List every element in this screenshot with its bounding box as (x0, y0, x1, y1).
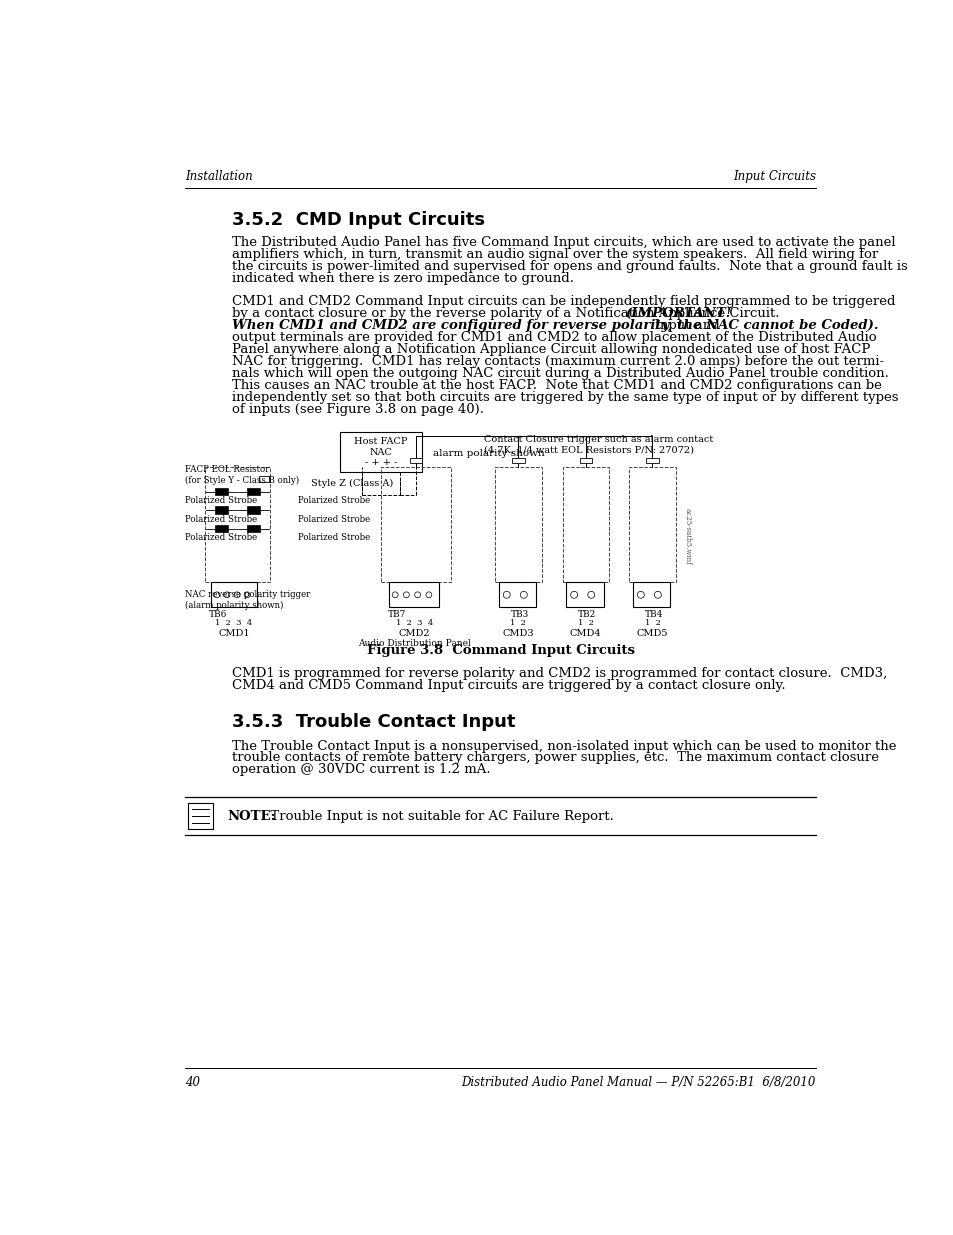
Text: FACP EOL Resistor
(for Style Y - Class B only): FACP EOL Resistor (for Style Y - Class B… (185, 466, 299, 485)
Bar (381, 467, 451, 583)
Text: Panel anywhere along a Notification Appliance Circuit allowing nondedicated use : Panel anywhere along a Notification Appl… (232, 343, 869, 356)
Text: Trouble Input is not suitable for AC Failure Report.: Trouble Input is not suitable for AC Fai… (261, 810, 613, 823)
Text: TB7: TB7 (387, 610, 405, 619)
Text: TB6: TB6 (209, 610, 227, 619)
Text: 1  2  3  4: 1 2 3 4 (395, 619, 433, 626)
Bar (188, 803, 213, 829)
Text: CMD5: CMD5 (636, 629, 667, 637)
Text: Distributed Audio Panel Manual — P/N 52265:B1  6/8/2010: Distributed Audio Panel Manual — P/N 522… (461, 1076, 815, 1089)
Text: The Distributed Audio Panel has five Command Input circuits, which are used to a: The Distributed Audio Panel has five Com… (232, 236, 894, 249)
Bar (410, 458, 422, 463)
Text: by a contact closure or by the reverse polarity of a Notification Appliance Circ: by a contact closure or by the reverse p… (232, 308, 787, 320)
Bar (204, 467, 270, 583)
Bar (215, 488, 228, 495)
Bar (247, 525, 259, 532)
Text: Polarized Strobe: Polarized Strobe (297, 515, 370, 524)
Text: Polarized Strobe: Polarized Strobe (185, 534, 257, 542)
Text: alarm polarity shown: alarm polarity shown (433, 450, 544, 458)
Bar (247, 506, 259, 514)
Text: indicated when there is zero impedance to ground.: indicated when there is zero impedance t… (232, 272, 573, 285)
Bar (340, 432, 421, 472)
Text: Contact Closure trigger such as alarm contact
(4.7K, 1/4 watt EOL Resistors P/N:: Contact Closure trigger such as alarm co… (483, 435, 712, 454)
Bar (566, 583, 603, 608)
Text: output terminals are provided for CMD1 and CMD2 to allow placement of the Distri: output terminals are provided for CMD1 a… (232, 331, 876, 345)
Text: NAC for triggering.  CMD1 has relay contacts (maximum current 2.0 amps) before t: NAC for triggering. CMD1 has relay conta… (232, 354, 882, 368)
Text: 3.5.2  CMD Input Circuits: 3.5.2 CMD Input Circuits (232, 211, 484, 230)
Text: operation @ 30VDC current is 1.2 mA.: operation @ 30VDC current is 1.2 mA. (232, 763, 490, 777)
Text: Polarized Strobe: Polarized Strobe (297, 496, 370, 505)
Text: Polarized Strobe: Polarized Strobe (185, 496, 257, 505)
Text: This causes an NAC trouble at the host FACP.  Note that CMD1 and CMD2 configurat: This causes an NAC trouble at the host F… (232, 379, 881, 391)
Bar (512, 458, 524, 463)
Text: the circuits is power-limited and supervised for opens and ground faults.  Note : the circuits is power-limited and superv… (232, 259, 906, 273)
Text: (IMPORTANT!: (IMPORTANT! (624, 308, 731, 320)
Bar (579, 458, 592, 463)
Text: NAC: NAC (369, 448, 392, 457)
Text: 1  2: 1 2 (644, 619, 659, 626)
Bar (211, 583, 257, 608)
Text: CMD1: CMD1 (218, 629, 250, 637)
Text: Polarized Strobe: Polarized Strobe (185, 515, 257, 524)
Text: Input and: Input and (645, 319, 720, 332)
Bar (215, 506, 228, 514)
Text: CMD1 is programmed for reverse polarity and CMD2 is programmed for contact closu: CMD1 is programmed for reverse polarity … (232, 667, 886, 680)
Text: independently set so that both circuits are triggered by the same type of input : independently set so that both circuits … (232, 390, 897, 404)
Text: TB2: TB2 (578, 610, 596, 619)
Bar (498, 583, 536, 608)
Bar (247, 488, 259, 495)
Text: Input Circuits: Input Circuits (732, 170, 815, 183)
Text: Polarized Strobe: Polarized Strobe (297, 534, 370, 542)
Bar (495, 467, 541, 583)
Text: When CMD1 and CMD2 are configured for reverse polarity, the NAC cannot be Coded): When CMD1 and CMD2 are configured for re… (232, 319, 877, 332)
Text: Figure 3.8  Command Input Circuits: Figure 3.8 Command Input Circuits (366, 645, 634, 657)
Text: trouble contacts of remote battery chargers, power supplies, etc.  The maximum c: trouble contacts of remote battery charg… (232, 751, 878, 764)
Text: Style Z (Class A): Style Z (Class A) (311, 478, 393, 488)
Text: 1  2: 1 2 (578, 619, 593, 626)
Text: NAC reverse polarity trigger
(alarm polarity shown): NAC reverse polarity trigger (alarm pola… (185, 590, 310, 610)
Text: CMD4: CMD4 (569, 629, 601, 637)
Text: TB4: TB4 (644, 610, 662, 619)
Text: The Trouble Contact Input is a nonsupervised, non-isolated input which can be us: The Trouble Contact Input is a nonsuperv… (232, 740, 895, 752)
Bar (215, 525, 228, 532)
Text: TB3: TB3 (510, 610, 528, 619)
Text: nals which will open the outgoing NAC circuit during a Distributed Audio Panel t: nals which will open the outgoing NAC ci… (232, 367, 887, 380)
Text: CMD3: CMD3 (502, 629, 534, 637)
Text: ac25-satb5.wmf: ac25-satb5.wmf (682, 508, 691, 564)
Text: - + + -: - + + - (364, 458, 396, 467)
Text: CMD1 and CMD2 Command Input circuits can be independently field programmed to be: CMD1 and CMD2 Command Input circuits can… (232, 295, 894, 309)
Text: 40: 40 (185, 1076, 200, 1089)
Text: Installation: Installation (185, 170, 253, 183)
Bar (258, 477, 269, 482)
Text: 3.5.3  Trouble Contact Input: 3.5.3 Trouble Contact Input (232, 713, 515, 731)
Text: 1  2  3  4: 1 2 3 4 (215, 619, 253, 626)
Text: Host FACP: Host FACP (354, 437, 407, 446)
Text: amplifiers which, in turn, transmit an audio signal over the system speakers.  A: amplifiers which, in turn, transmit an a… (232, 248, 877, 261)
Bar (629, 467, 675, 583)
Text: Audio Distribution Panel: Audio Distribution Panel (357, 640, 470, 648)
Text: CMD2: CMD2 (398, 629, 430, 637)
Bar (562, 467, 608, 583)
Bar (645, 458, 658, 463)
Bar (389, 583, 439, 608)
Text: NOTE:: NOTE: (228, 810, 276, 823)
Bar (633, 583, 670, 608)
Text: 1  2: 1 2 (510, 619, 526, 626)
Text: of inputs (see Figure 3.8 on page 40).: of inputs (see Figure 3.8 on page 40). (232, 403, 483, 416)
Text: CMD4 and CMD5 Command Input circuits are triggered by a contact closure only.: CMD4 and CMD5 Command Input circuits are… (232, 679, 784, 692)
